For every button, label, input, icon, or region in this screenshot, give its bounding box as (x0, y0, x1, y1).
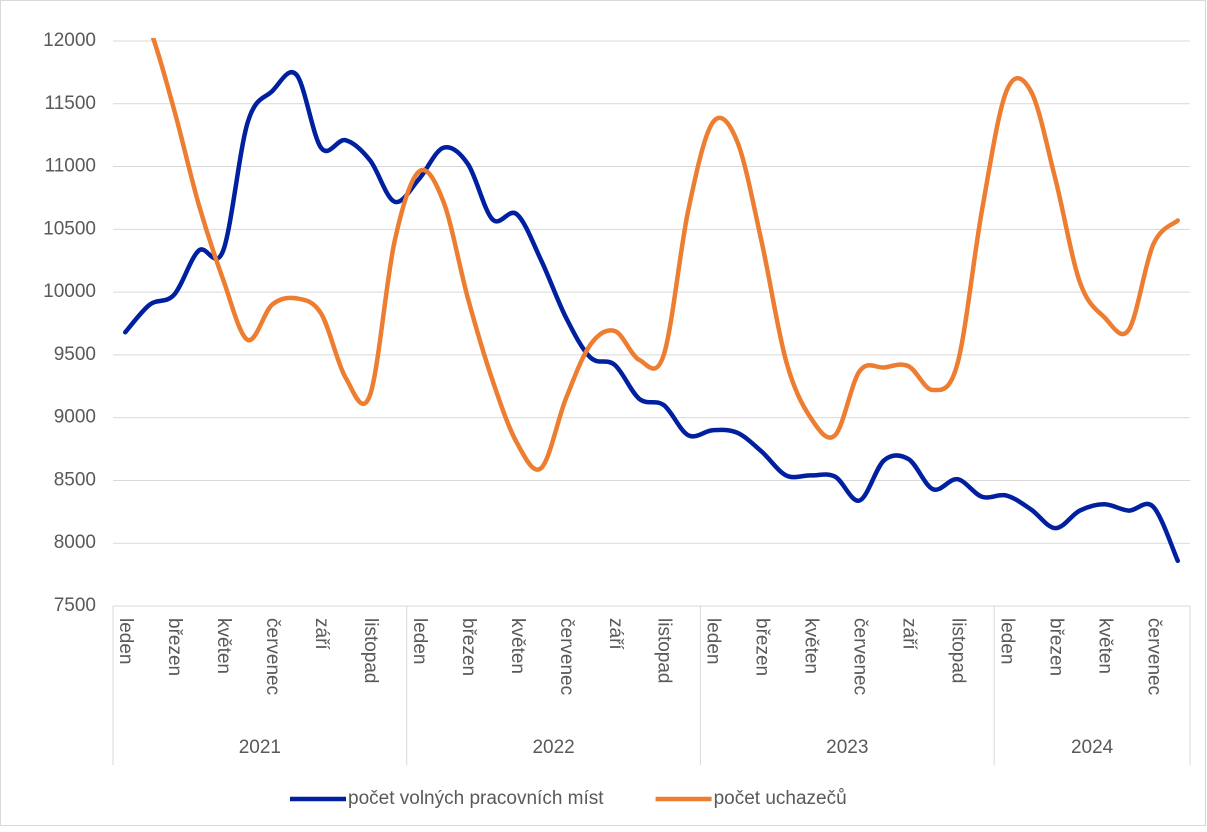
plot-area (122, 38, 1181, 564)
y-tick-label: 11500 (45, 93, 96, 114)
series-line (122, 70, 1181, 564)
y-tick-label: 8000 (54, 532, 96, 553)
x-tick-label: červenec (262, 618, 283, 695)
x-tick-label: květen (1094, 618, 1115, 674)
y-tick-label: 9000 (54, 407, 96, 428)
x-tick-label: květen (213, 618, 234, 674)
x-tick-label: září (605, 618, 626, 650)
x-group-label: 2021 (239, 737, 281, 758)
x-tick-label: červenec (556, 618, 577, 695)
x-tick-label: březen (164, 618, 185, 676)
x-group-label: 2023 (826, 737, 868, 758)
x-group-label: 2024 (1071, 737, 1114, 758)
legend-label: počet uchazečů (714, 788, 847, 809)
y-tick-label: 10000 (43, 281, 96, 302)
y-tick-label: 7500 (54, 595, 96, 616)
x-group-label: 2022 (532, 737, 574, 758)
y-tick-label: 12000 (43, 30, 96, 51)
y-tick-label: 9500 (54, 344, 96, 365)
y-tick-label: 8500 (54, 469, 96, 490)
x-tick-label: září (898, 618, 919, 650)
x-tick-label: listopad (360, 618, 381, 684)
x-tick-label: březen (1045, 618, 1066, 676)
legend-label: počet volných pracovních míst (348, 788, 604, 809)
x-tick-label: květen (801, 618, 822, 674)
x-tick-label: listopad (654, 618, 675, 684)
series-line (150, 38, 1181, 472)
x-tick-label: květen (507, 618, 528, 674)
x-tick-label: leden (409, 618, 430, 665)
x-tick-label: leden (703, 618, 724, 665)
x-tick-label: leden (115, 618, 136, 665)
x-tick-label: březen (752, 618, 773, 676)
x-tick-label: červenec (1143, 618, 1164, 695)
y-tick-label: 11000 (45, 156, 96, 177)
x-tick-label: listopad (947, 618, 968, 684)
y-tick-label: 10500 (43, 218, 96, 239)
x-tick-label: září (311, 618, 332, 650)
x-tick-label: červenec (850, 618, 871, 695)
x-tick-label: březen (458, 618, 479, 676)
x-tick-label: leden (996, 618, 1017, 665)
